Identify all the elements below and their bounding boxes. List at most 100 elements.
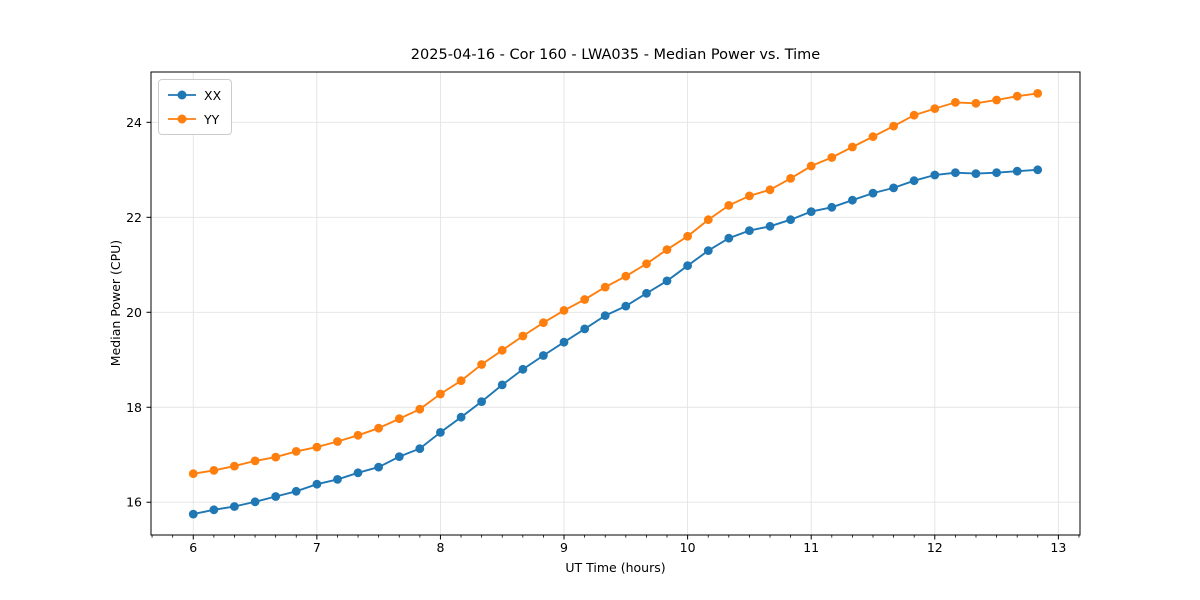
data-point-yy: [848, 142, 857, 152]
data-point-xx: [291, 486, 301, 496]
data-point-xx: [930, 170, 940, 180]
data-point-yy: [580, 295, 590, 304]
data-point-yy: [621, 271, 631, 281]
data-point-xx: [621, 301, 631, 311]
y-tick-label: 18: [126, 400, 142, 415]
data-point-xx: [868, 188, 878, 198]
data-point-yy: [353, 430, 363, 440]
y-axis-label: Median Power (CPU): [108, 239, 123, 367]
data-point-yy: [662, 245, 672, 255]
data-point-yy: [539, 318, 548, 328]
data-point-yy: [230, 461, 239, 471]
chart-title: 2025-04-16 - Cor 160 - LWA035 - Median P…: [410, 47, 821, 63]
data-point-yy: [703, 215, 713, 225]
data-point-yy: [600, 282, 610, 292]
data-point-xx: [230, 502, 239, 511]
data-point-yy: [394, 414, 404, 424]
data-point-yy: [250, 456, 260, 466]
data-point-xx: [271, 492, 281, 501]
data-point-xx: [724, 233, 734, 243]
data-point-xx: [518, 364, 528, 374]
data-point-xx: [374, 462, 383, 472]
y-tick-label: 22: [126, 210, 142, 225]
data-point-xx: [971, 169, 981, 179]
legend: XX YY: [158, 79, 233, 135]
data-point-xx: [559, 337, 569, 347]
data-point-yy: [971, 98, 981, 108]
data-point-xx: [1012, 166, 1022, 176]
data-point-xx: [827, 202, 837, 212]
data-point-xx: [477, 397, 486, 406]
data-point-yy: [559, 306, 569, 315]
x-tick-label: 10: [680, 540, 696, 555]
x-tick-label: 13: [1050, 540, 1066, 555]
data-point-yy: [909, 110, 919, 120]
data-point-xx: [662, 276, 672, 286]
data-point-yy: [271, 452, 281, 462]
plot-border: [150, 71, 1081, 536]
data-point-xx: [250, 497, 260, 507]
data-point-xx: [497, 380, 507, 390]
data-point-xx: [1033, 165, 1043, 175]
data-point-yy: [642, 259, 651, 269]
data-point-xx: [333, 475, 342, 484]
data-point-yy: [477, 360, 486, 369]
data-point-yy: [868, 132, 878, 142]
legend-item-yy: YY: [167, 109, 221, 129]
data-point-xx: [786, 215, 795, 225]
data-point-xx: [600, 311, 610, 320]
data-point-yy: [518, 331, 528, 341]
legend-label-xx: XX: [204, 87, 222, 103]
data-point-xx: [745, 226, 754, 236]
data-point-yy: [951, 98, 960, 107]
yy-series-swatch-icon: [168, 114, 196, 124]
data-point-yy: [683, 231, 692, 241]
data-point-xx: [456, 412, 466, 422]
data-point-xx: [683, 261, 692, 271]
data-point-yy: [209, 466, 219, 475]
legend-label-yy: YY: [204, 111, 220, 127]
data-point-yy: [188, 469, 198, 479]
data-point-yy: [992, 95, 1001, 105]
legend-item-xx: XX: [167, 85, 221, 105]
x-axis-label: UT Time (hours): [565, 560, 666, 575]
data-point-xx: [951, 168, 960, 178]
data-point-yy: [497, 345, 507, 355]
x-tick-label: 6: [189, 540, 197, 555]
data-point-xx: [580, 324, 590, 334]
data-point-xx: [539, 351, 548, 360]
x-tick-label: 9: [560, 540, 568, 555]
data-point-yy: [724, 201, 734, 210]
data-point-xx: [436, 428, 445, 437]
data-point-yy: [786, 174, 795, 183]
data-point-xx: [765, 221, 775, 231]
x-tick-label: 12: [927, 540, 943, 555]
xx-series-swatch-icon: [168, 90, 196, 100]
data-point-yy: [889, 121, 898, 131]
data-point-yy: [312, 442, 322, 452]
data-point-xx: [848, 195, 857, 205]
data-point-xx: [188, 509, 198, 519]
data-point-xx: [415, 444, 425, 453]
y-tick-label: 20: [126, 305, 142, 320]
data-point-xx: [992, 168, 1001, 178]
data-point-yy: [333, 437, 342, 446]
data-point-yy: [436, 389, 445, 399]
x-tick-label: 7: [313, 540, 321, 555]
series-line-yy: [193, 92, 1038, 475]
data-point-xx: [312, 479, 322, 489]
data-point-xx: [353, 468, 363, 478]
data-point-xx: [209, 505, 219, 515]
data-point-xx: [806, 207, 816, 217]
x-tick-label: 11: [803, 540, 819, 555]
data-point-yy: [765, 185, 775, 195]
data-point-yy: [806, 161, 816, 171]
y-tick-label: 24: [126, 115, 142, 130]
data-point-yy: [827, 153, 837, 162]
data-point-yy: [291, 447, 301, 456]
data-point-xx: [889, 183, 898, 193]
data-point-yy: [745, 191, 754, 201]
data-point-yy: [456, 376, 466, 386]
